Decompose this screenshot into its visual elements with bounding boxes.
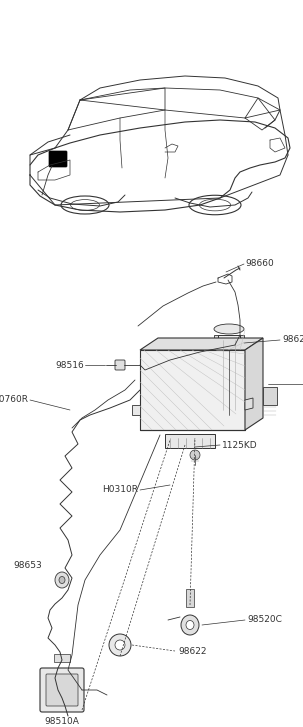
FancyBboxPatch shape	[54, 654, 70, 662]
Text: 98510A: 98510A	[45, 718, 79, 726]
Text: 98516: 98516	[55, 361, 84, 369]
Text: 98653: 98653	[13, 561, 42, 571]
Circle shape	[190, 450, 200, 460]
FancyBboxPatch shape	[40, 668, 84, 712]
Polygon shape	[245, 338, 263, 430]
FancyBboxPatch shape	[115, 360, 125, 370]
Ellipse shape	[55, 572, 69, 588]
FancyBboxPatch shape	[165, 434, 215, 448]
FancyBboxPatch shape	[49, 151, 67, 167]
FancyBboxPatch shape	[214, 335, 244, 345]
Polygon shape	[140, 338, 263, 350]
Ellipse shape	[214, 324, 244, 334]
Text: H0310R: H0310R	[102, 486, 138, 494]
Text: H0760R: H0760R	[0, 395, 28, 403]
Text: 1125KD: 1125KD	[222, 441, 258, 449]
Ellipse shape	[186, 621, 194, 630]
Bar	[218, 335, 240, 415]
Polygon shape	[140, 350, 245, 430]
Text: 98622: 98622	[178, 646, 207, 656]
Polygon shape	[132, 405, 140, 415]
Ellipse shape	[109, 634, 131, 656]
Ellipse shape	[214, 341, 244, 349]
Text: 98623: 98623	[282, 335, 303, 345]
FancyBboxPatch shape	[263, 387, 277, 405]
Ellipse shape	[115, 640, 125, 650]
Polygon shape	[245, 398, 253, 410]
Ellipse shape	[59, 577, 65, 584]
FancyBboxPatch shape	[46, 674, 78, 706]
Text: 98660: 98660	[245, 259, 274, 268]
Text: 98520C: 98520C	[247, 616, 282, 624]
Bar	[186, 589, 194, 607]
Ellipse shape	[181, 615, 199, 635]
